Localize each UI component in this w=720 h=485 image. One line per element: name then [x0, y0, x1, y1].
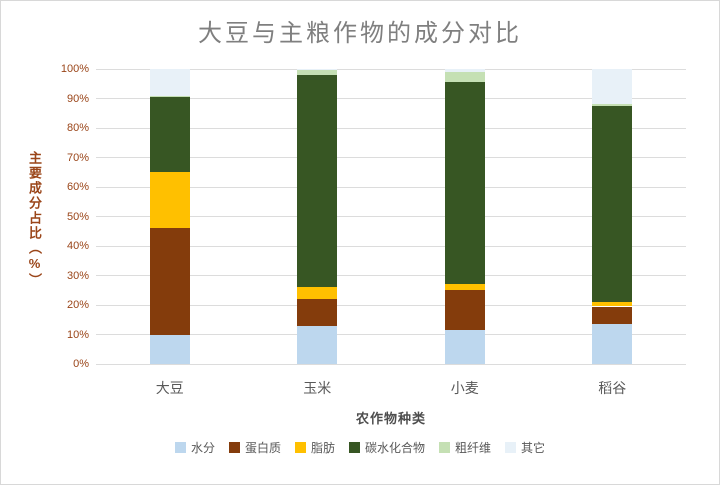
gridline	[96, 304, 686, 306]
legend-swatch	[294, 442, 306, 453]
chart-title: 大豆与主粮作物的成分对比	[198, 21, 522, 47]
bar-segment	[297, 287, 338, 300]
stacked-bar	[149, 69, 190, 364]
legend-item: 碳水化合物	[349, 439, 425, 456]
legend-swatch	[439, 442, 451, 453]
gridline	[96, 334, 686, 335]
legend-label: 碳水化合物	[365, 441, 426, 455]
legend-item: 蛋白质	[228, 439, 281, 456]
bar-segment	[592, 324, 633, 364]
y-tick-label: 0%	[73, 358, 89, 370]
bar-segment	[149, 334, 190, 364]
bar-segment	[149, 228, 190, 335]
x-tick-label: 稻谷	[598, 380, 627, 396]
bar-segment	[444, 69, 485, 72]
gridline	[96, 157, 686, 158]
bar-segment	[297, 69, 338, 71]
x-tick-label: 大豆	[155, 380, 184, 396]
y-tick-label: 60%	[66, 181, 89, 193]
gridline	[96, 98, 686, 99]
bar-segment	[444, 290, 485, 331]
y-tick-label: 10%	[66, 328, 89, 341]
x-axis-title: 农作物种类	[355, 411, 426, 426]
gridline	[96, 245, 686, 247]
y-tick-label: 20%	[66, 299, 89, 311]
gridline	[96, 127, 686, 129]
legend-item: 粗纤维	[439, 439, 491, 456]
gridline	[96, 68, 686, 70]
bar-segment	[592, 69, 633, 105]
legend-item: 脂肪	[294, 439, 335, 456]
bar-segment	[444, 82, 485, 285]
y-tick-label: 100%	[60, 63, 89, 75]
bar-segment	[149, 97, 190, 173]
gridline	[96, 186, 686, 188]
bar-segment	[444, 71, 485, 83]
y-axis-title: 主要成分占比（%）	[27, 151, 42, 288]
stacked-bar	[444, 69, 485, 364]
legend-item: 水分	[174, 439, 215, 456]
legend-swatch	[228, 442, 240, 453]
x-axis-ticks: 大豆 玉米 小麦 稻谷	[96, 378, 686, 398]
y-tick-label: 80%	[66, 122, 89, 134]
legend-swatch	[505, 442, 517, 453]
bar-segment	[592, 104, 633, 106]
x-tick-label: 小麦	[450, 380, 479, 396]
y-tick-label: 50%	[66, 210, 89, 223]
legend-swatch	[174, 442, 186, 453]
legend-label: 其它	[521, 441, 546, 455]
bar-segment	[592, 105, 633, 303]
gridline	[96, 363, 686, 365]
bar-segment	[297, 74, 338, 288]
stacked-bar	[297, 69, 338, 364]
bar-segment	[297, 70, 338, 75]
x-tick-label: 玉米	[303, 380, 332, 396]
stacked-bar	[592, 69, 633, 364]
legend-label: 粗纤维	[455, 441, 492, 455]
bar-segment	[592, 302, 633, 307]
legend-label: 水分	[190, 441, 215, 455]
bar-segment	[149, 95, 190, 98]
bar-segment	[444, 284, 485, 291]
legend-item: 其它	[505, 439, 545, 456]
y-tick-label: 70%	[66, 151, 89, 164]
plot-area	[96, 68, 686, 365]
bar-segment	[592, 306, 633, 325]
bar-segment	[297, 299, 338, 326]
y-tick-label: 30%	[66, 269, 89, 282]
legend-label: 蛋白质	[244, 441, 281, 455]
bar-segment	[149, 172, 190, 229]
legend: 水分 蛋白质 脂肪 碳水化合物 粗纤维 其它	[1, 439, 719, 456]
y-tick-label: 90%	[66, 92, 89, 105]
gridline	[96, 275, 686, 276]
bar-segment	[149, 69, 190, 96]
legend-label: 脂肪	[310, 441, 335, 455]
gridline	[96, 216, 686, 217]
bar-segment	[297, 325, 338, 364]
legend-swatch	[349, 442, 360, 453]
bar-segment	[444, 330, 485, 364]
y-tick-label: 40%	[66, 240, 89, 252]
y-axis-ticks: 0% 10% 20% 30% 40% 50% 60% 70% 80% 90% 100%	[37, 63, 89, 370]
